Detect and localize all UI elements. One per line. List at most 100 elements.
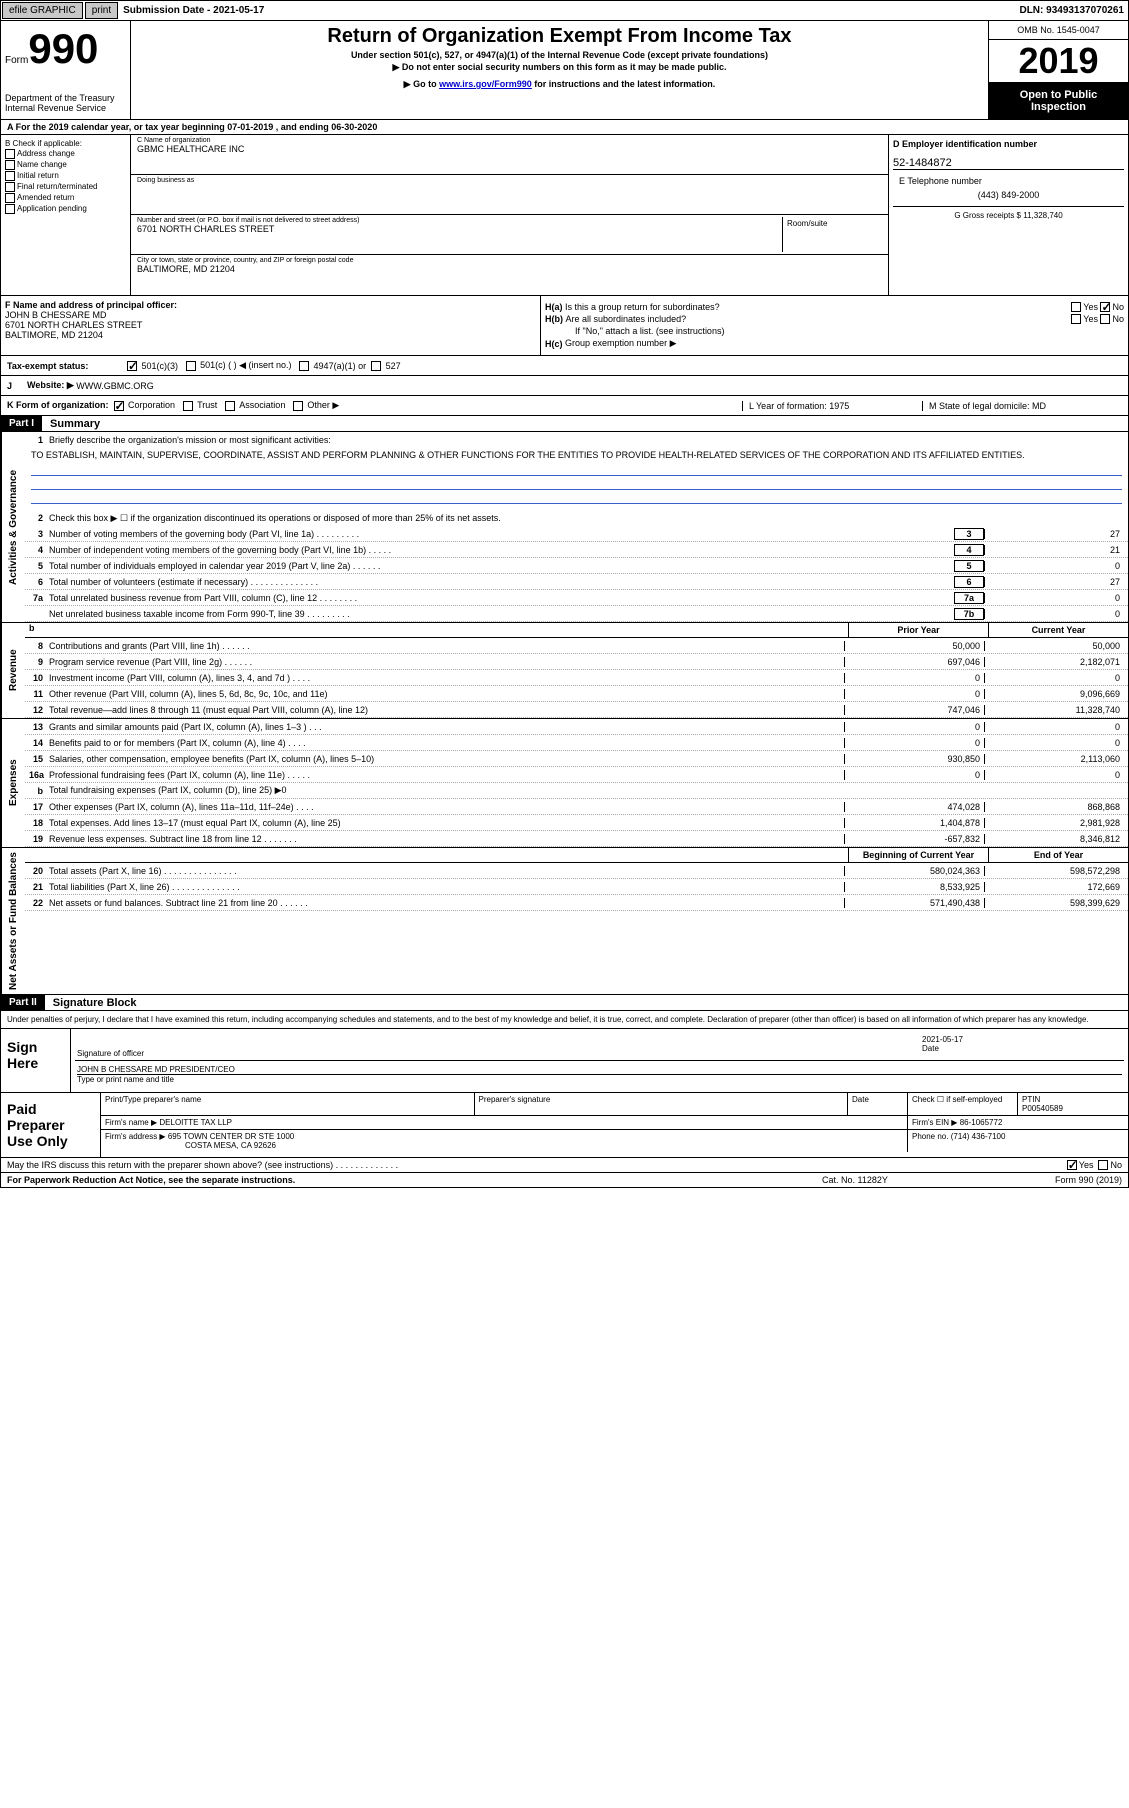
dln: DLN: 93493137070261: [1015, 5, 1128, 16]
link-pre: ▶ Go to: [404, 79, 439, 89]
prior-value: 930,850: [844, 754, 984, 764]
website-label: Website: ▶: [27, 380, 74, 391]
inspection-notice: Open to Public Inspection: [989, 83, 1128, 119]
cb-4947[interactable]: [299, 361, 309, 371]
hb-note: If "No," attach a list. (see instruction…: [545, 326, 1124, 336]
current-value: 0: [984, 738, 1124, 748]
firm-name-label: Firm's name ▶: [105, 1118, 157, 1127]
blank-line: [31, 490, 1122, 504]
cb-association[interactable]: [225, 401, 235, 411]
current-value: 0: [984, 722, 1124, 732]
part2-badge: Part II: [1, 995, 45, 1010]
part2-header-row: Part II Signature Block: [0, 995, 1129, 1011]
line-num: 10: [29, 673, 49, 683]
firm-ein-label: Firm's EIN ▶: [912, 1118, 957, 1127]
print-button[interactable]: print: [85, 2, 118, 19]
current-value: 2,981,928: [984, 818, 1124, 828]
cb-final-return[interactable]: [5, 182, 15, 192]
cb-corporation[interactable]: [114, 401, 124, 411]
summary-line: 18 Total expenses. Add lines 13–17 (must…: [25, 815, 1128, 831]
cb-initial-return[interactable]: [5, 171, 15, 181]
opt-trust: Trust: [197, 400, 217, 410]
cb-address-change[interactable]: [5, 149, 15, 159]
hb-yes-checkbox[interactable]: [1071, 314, 1081, 324]
line-num: 18: [29, 818, 49, 828]
summary-line: 17 Other expenses (Part IX, column (A), …: [25, 799, 1128, 815]
line-value: 27: [984, 577, 1124, 587]
line-text: Net unrelated business taxable income fr…: [49, 609, 954, 619]
submission-date: Submission Date - 2021-05-17: [119, 5, 268, 16]
line2-text: Check this box ▶ ☐ if the organization d…: [49, 513, 1124, 524]
prior-value: 474,028: [844, 802, 984, 812]
line-num: 13: [29, 722, 49, 732]
discuss-text: May the IRS discuss this return with the…: [7, 1160, 1067, 1170]
ha-yes-checkbox[interactable]: [1071, 302, 1081, 312]
kform-row: K Form of organization: Corporation Trus…: [0, 396, 1129, 416]
section-c: C Name of organization GBMC HEALTHCARE I…: [131, 135, 888, 295]
section-d: D Employer identification number 52-1484…: [888, 135, 1128, 295]
line-text: Net assets or fund balances. Subtract li…: [49, 898, 844, 908]
cb-label: Name change: [17, 160, 67, 169]
section-b-row: B Check if applicable: Address change Na…: [0, 135, 1129, 296]
cb-label: Application pending: [17, 204, 87, 213]
line-text: Total number of volunteers (estimate if …: [49, 577, 954, 587]
tax-status-label: Tax-exempt status:: [7, 361, 127, 371]
line-text: Total liabilities (Part X, line 26) . . …: [49, 882, 844, 892]
end-year-header: End of Year: [988, 848, 1128, 862]
ptin-label: PTIN: [1022, 1095, 1124, 1104]
vert-netassets: Net Assets or Fund Balances: [1, 848, 25, 994]
section-f: F Name and address of principal officer:…: [1, 296, 541, 355]
cb-application-pending[interactable]: [5, 204, 15, 214]
yes-label: Yes: [1079, 1160, 1094, 1170]
cb-label: Initial return: [17, 171, 59, 180]
name-title-label: Type or print name and title: [77, 1074, 1122, 1084]
cb-501c3[interactable]: [127, 361, 137, 371]
ha-text: Is this a group return for subordinates?: [565, 302, 1071, 312]
governance-block: Activities & Governance 1 Briefly descri…: [0, 432, 1129, 623]
phone-value: (714) 436-7100: [951, 1132, 1006, 1141]
line-text: Total assets (Part X, line 16) . . . . .…: [49, 866, 844, 876]
line-num: 21: [29, 882, 49, 892]
line-num: 9: [29, 657, 49, 667]
line-num: 20: [29, 866, 49, 876]
cb-other[interactable]: [293, 401, 303, 411]
line-num: 19: [29, 834, 49, 844]
org-name: GBMC HEALTHCARE INC: [137, 144, 882, 154]
hb-no-checkbox[interactable]: [1100, 314, 1110, 324]
prior-value: 0: [844, 722, 984, 732]
officer-addr1: 6701 NORTH CHARLES STREET: [5, 320, 536, 330]
cb-name-change[interactable]: [5, 160, 15, 170]
discuss-no-checkbox[interactable]: [1098, 1160, 1108, 1170]
cb-527[interactable]: [371, 361, 381, 371]
efile-button[interactable]: efile GRAPHIC: [2, 2, 83, 19]
line-value: 21: [984, 545, 1124, 555]
line-value: 0: [984, 593, 1124, 603]
line-text: Other revenue (Part VIII, column (A), li…: [49, 689, 844, 699]
topbar: efile GRAPHIC print Submission Date - 20…: [0, 0, 1129, 21]
officer-name-title: JOHN B CHESSARE MD PRESIDENT/CEO: [77, 1065, 1122, 1074]
summary-line: 13 Grants and similar amounts paid (Part…: [25, 719, 1128, 735]
cb-trust[interactable]: [183, 401, 193, 411]
line-num: 1: [29, 435, 49, 445]
summary-line: 11 Other revenue (Part VIII, column (A),…: [25, 686, 1128, 702]
line-text: Total unrelated business revenue from Pa…: [49, 593, 954, 603]
firm-addr1: 695 TOWN CENTER DR STE 1000: [168, 1132, 294, 1141]
j-label: J: [7, 381, 27, 391]
header-link-row: ▶ Go to www.irs.gov/Form990 for instruct…: [135, 79, 984, 90]
line-num: 2: [29, 513, 49, 523]
cb-amended-return[interactable]: [5, 193, 15, 203]
discuss-yes-checkbox[interactable]: [1067, 1160, 1077, 1170]
line-num: 4: [29, 545, 49, 555]
prep-check: Check ☐ if self-employed: [908, 1093, 1018, 1115]
current-value: 9,096,669: [984, 689, 1124, 699]
summary-line: 6 Total number of volunteers (estimate i…: [25, 574, 1128, 590]
website-row: J Website: ▶ WWW.GBMC.ORG: [0, 376, 1129, 396]
line-box: 7b: [954, 608, 984, 620]
line-text: Total number of individuals employed in …: [49, 561, 954, 571]
department: Department of the Treasury Internal Reve…: [5, 93, 126, 113]
irs-link[interactable]: www.irs.gov/Form990: [439, 79, 532, 89]
section-fh: F Name and address of principal officer:…: [0, 296, 1129, 356]
firm-addr-label: Firm's address ▶: [105, 1132, 166, 1141]
ha-no-checkbox[interactable]: [1100, 302, 1110, 312]
cb-501c[interactable]: [186, 361, 196, 371]
